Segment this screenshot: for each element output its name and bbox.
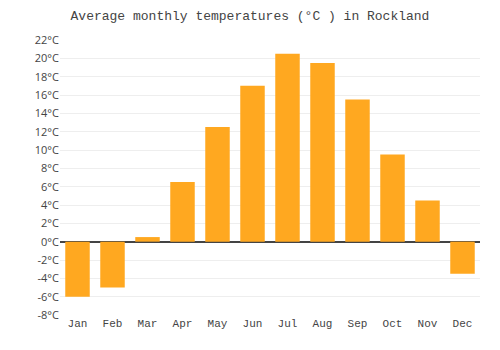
svg-text:Jan: Jan: [68, 318, 88, 330]
svg-text:Dec: Dec: [453, 318, 473, 330]
svg-text:Average monthly temperatures (: Average monthly temperatures (°C ) in Ro…: [71, 9, 430, 24]
svg-text:Sep: Sep: [348, 318, 368, 330]
svg-text:May: May: [208, 318, 228, 330]
svg-text:12°C: 12°C: [35, 124, 59, 139]
svg-text:Jul: Jul: [278, 318, 298, 330]
svg-text:Aug: Aug: [313, 318, 333, 330]
svg-text:Nov: Nov: [418, 318, 438, 330]
svg-text:22°C: 22°C: [35, 32, 59, 47]
svg-text:8°C: 8°C: [41, 160, 59, 175]
svg-text:6°C: 6°C: [41, 179, 59, 194]
svg-text:4°C: 4°C: [41, 197, 59, 212]
svg-text:Oct: Oct: [383, 318, 403, 330]
svg-text:Mar: Mar: [138, 318, 158, 330]
svg-text:20°C: 20°C: [35, 50, 59, 65]
svg-text:-2°C: -2°C: [38, 252, 60, 267]
svg-text:14°C: 14°C: [35, 105, 59, 120]
svg-text:0°C: 0°C: [41, 234, 59, 249]
svg-text:16°C: 16°C: [35, 87, 59, 102]
svg-text:10°C: 10°C: [35, 142, 59, 157]
svg-text:-8°C: -8°C: [38, 307, 60, 322]
svg-text:18°C: 18°C: [35, 69, 59, 84]
svg-text:2°C: 2°C: [41, 215, 59, 230]
svg-text:-4°C: -4°C: [38, 270, 60, 285]
svg-text:Feb: Feb: [103, 318, 123, 330]
svg-text:Apr: Apr: [173, 318, 193, 330]
svg-text:-6°C: -6°C: [38, 289, 60, 304]
svg-text:Jun: Jun: [243, 318, 263, 330]
